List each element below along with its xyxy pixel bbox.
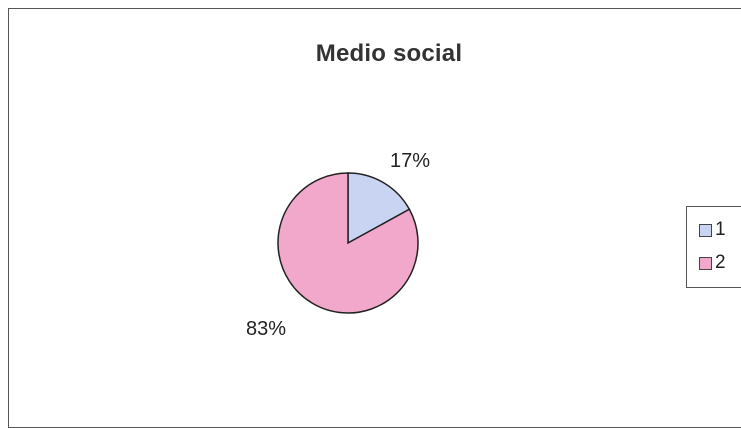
legend-item-1: 1 — [699, 219, 726, 241]
legend: 1 2 — [686, 206, 741, 288]
data-label-1: 17% — [390, 150, 430, 172]
legend-swatch-2 — [699, 257, 712, 270]
legend-swatch-1 — [699, 224, 712, 237]
legend-label-1: 1 — [715, 219, 726, 241]
pie-chart: 17% 83% — [0, 0, 741, 397]
legend-label-2: 2 — [715, 252, 726, 274]
data-label-2: 83% — [246, 318, 286, 340]
legend-item-2: 2 — [699, 252, 726, 274]
